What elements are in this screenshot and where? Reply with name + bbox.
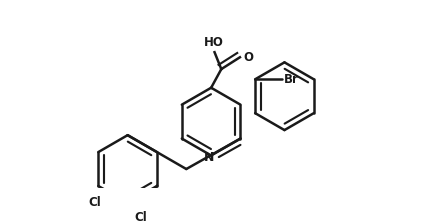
- Text: N: N: [204, 151, 214, 164]
- Text: HO: HO: [204, 36, 224, 49]
- Text: Cl: Cl: [134, 211, 147, 224]
- Text: Br: Br: [284, 73, 299, 86]
- Text: O: O: [244, 51, 253, 64]
- Text: Cl: Cl: [89, 196, 102, 209]
